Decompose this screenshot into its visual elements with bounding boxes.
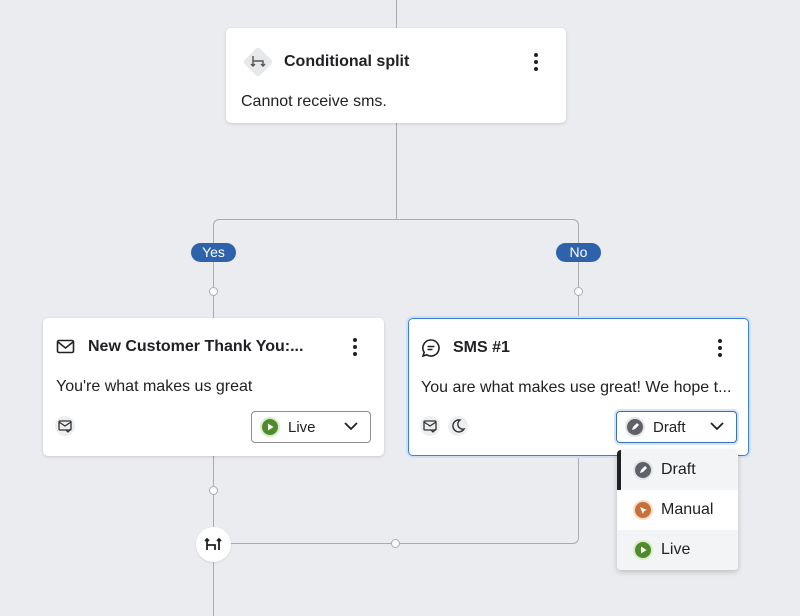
email-status-label: Live [288,418,316,436]
split-title: Conditional split [284,53,410,70]
merge-arrows-icon [204,537,222,550]
chevron-down-icon [710,422,724,431]
menu-item-label: Draft [661,461,696,478]
message-icon [421,339,440,358]
live-status-icon [262,419,278,435]
status-dropdown-menu: Draft Manual Live [617,450,738,570]
menu-item-label: Manual [661,501,714,518]
branch-connector [396,219,579,319]
email-description: You're what makes us great [56,378,253,395]
connector-dot[interactable] [209,287,218,296]
split-description: Cannot receive sms. [241,93,387,110]
menu-item-live[interactable]: Live [617,530,738,570]
chevron-down-icon [344,422,358,431]
email-title: New Customer Thank You:... [88,338,304,355]
branch-connector [213,219,397,319]
sms-title: SMS #1 [453,339,510,356]
draft-status-icon [635,462,651,478]
mail-check-icon [420,416,440,436]
sms-node-card[interactable]: SMS #1 You are what makes use great! We … [408,318,749,456]
connector-line [396,0,397,28]
sms-more-menu-icon[interactable] [710,336,730,360]
no-branch-badge: No [556,243,601,262]
split-more-menu-icon[interactable] [526,50,546,74]
conditional-split-card[interactable]: Conditional split Cannot receive sms. [226,28,566,123]
menu-item-manual[interactable]: Manual [617,490,738,530]
yes-branch-badge: Yes [191,243,236,262]
merge-node-button[interactable] [196,527,231,562]
connector-dot[interactable] [209,486,218,495]
sms-description: You are what makes use great! We hope t.… [421,379,732,396]
mail-check-icon [55,416,75,436]
menu-item-label: Live [661,541,691,558]
manual-status-icon [635,502,651,518]
quiet-hours-moon-icon [448,416,468,436]
email-more-menu-icon[interactable] [345,335,365,359]
merge-connector [220,456,579,544]
connector-line [396,123,397,219]
connector-dot[interactable] [391,539,400,548]
email-node-card[interactable]: New Customer Thank You:... You're what m… [43,318,384,456]
connector-dot[interactable] [574,287,583,296]
menu-item-draft[interactable]: Draft [617,450,738,490]
sms-status-label: Draft [653,418,686,436]
draft-status-icon [627,419,643,435]
split-arrows-icon [242,46,274,78]
email-status-select[interactable]: Live [251,411,371,443]
mail-icon [56,339,75,354]
live-status-icon [635,542,651,558]
sms-status-select[interactable]: Draft [616,411,737,443]
